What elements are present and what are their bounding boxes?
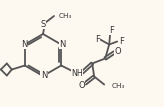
Text: N: N (21, 40, 27, 49)
Text: F: F (109, 25, 114, 34)
Text: F: F (119, 37, 124, 46)
Text: CH₃: CH₃ (111, 82, 125, 88)
Text: CH₃: CH₃ (59, 13, 72, 19)
Text: S: S (40, 19, 46, 28)
Text: O: O (78, 81, 85, 90)
Text: NH: NH (71, 69, 83, 78)
Text: N: N (59, 40, 65, 49)
Text: N: N (41, 71, 47, 80)
Text: F: F (95, 35, 100, 44)
Text: O: O (114, 47, 121, 56)
